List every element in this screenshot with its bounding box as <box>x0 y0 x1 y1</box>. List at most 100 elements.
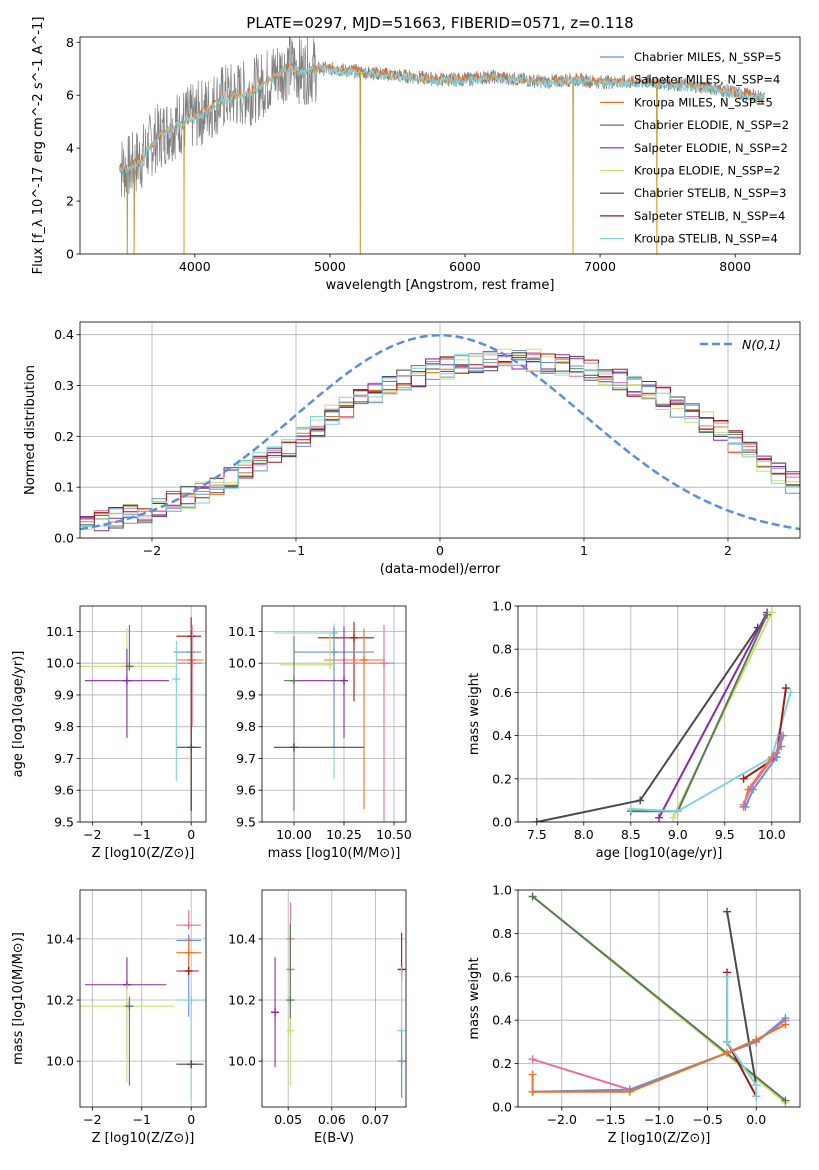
age-vs-Z-marker <box>188 659 197 668</box>
weight-vs-age-line <box>743 687 787 780</box>
weight-vs-age-line <box>630 692 792 813</box>
weight-vs-age-ytick-label: 0.2 <box>492 771 512 786</box>
weight-vs-age-marker <box>739 774 748 783</box>
spectrum-ytick-label: 0 <box>66 247 74 262</box>
age-vs-mass-xlabel: mass [log10(M/M⊙)] <box>268 846 401 861</box>
weight-vs-age-xtick-label: 9.5 <box>715 827 735 842</box>
weight-vs-Z-marker <box>625 1087 634 1096</box>
age-vs-Z-xtick-label: −1 <box>133 827 151 842</box>
age-vs-mass-xtick-label: 10.25 <box>326 827 362 842</box>
spectrum-ytick-label: 8 <box>66 35 74 50</box>
mass-vs-ebv-xlabel: E(B-V) <box>314 1131 354 1146</box>
spectrum-legend-label: Kroupa ELODIE, N_SSP=2 <box>634 164 780 178</box>
residuals-xtick-label: 0 <box>436 543 444 558</box>
mass-vs-ebv-xtick-label: 0.06 <box>318 1112 346 1127</box>
age-vs-mass-ytick-label: 9.5 <box>236 815 256 830</box>
spectrum-title: PLATE=0297, MJD=51663, FIBERID=0571, z=0… <box>246 14 633 32</box>
weight-vs-age-xtick-label: 10.0 <box>758 827 786 842</box>
weight-vs-Z-ytick-label: 0.8 <box>492 926 512 941</box>
age-vs-mass-frame <box>261 605 407 823</box>
spectrum-ylabel: Flux [f_λ 10^-17 erg cm^-2 s^-1 A^-1] <box>31 17 46 275</box>
spectrum-xtick-label: 7000 <box>584 259 616 274</box>
residuals-xtick-label: −2 <box>143 543 161 558</box>
residuals-ytick-label: 0.4 <box>54 327 74 342</box>
age-vs-mass-ytick-label: 9.7 <box>236 751 256 766</box>
age-vs-Z-points <box>80 617 204 822</box>
age-vs-Z-xlabel: Z [log10(Z/Z⊙)] <box>92 846 195 861</box>
residuals-histogram <box>80 348 800 530</box>
age-vs-Z-marker <box>187 743 196 752</box>
mass-vs-Z-xtick-label: −1 <box>133 1112 151 1127</box>
age-vs-Z-ytick-label: 9.8 <box>54 719 74 734</box>
residuals-steps <box>80 333 800 532</box>
age-vs-Z-axes <box>76 606 206 826</box>
residuals-xtick-label: 1 <box>580 543 588 558</box>
weight-vs-age-line <box>742 735 783 806</box>
mass-vs-ebv-xtick-label: 0.05 <box>274 1112 302 1127</box>
weight-vs-age-marker <box>673 807 682 816</box>
age-vs-mass-marker <box>290 676 298 685</box>
age-vs-Z-ytick-label: 10.0 <box>46 656 74 671</box>
age-vs-Z-ytick-label: 10.1 <box>46 624 74 639</box>
residuals-xtick-label: 2 <box>724 543 732 558</box>
mass-vs-ebv-frame <box>261 889 407 1108</box>
age-vs-Z-xtick-label: 0 <box>187 827 195 842</box>
mass-vs-Z-marker <box>184 921 193 930</box>
mass-vs-Z-xtick-label: −2 <box>83 1112 101 1127</box>
weight-vs-age-ytick-label: 0.8 <box>492 642 512 657</box>
spectrum-legend-label: Salpeter MILES, N_SSP=4 <box>634 73 780 87</box>
mass-vs-ebv-marker <box>286 1026 295 1035</box>
weight-vs-age-line <box>658 612 768 819</box>
spectrum-ytick-label: 2 <box>66 194 74 209</box>
mass-vs-ebv-marker <box>286 996 295 1005</box>
spectrum-xtick-label: 8000 <box>719 259 751 274</box>
residuals-legend-label: N(0,1) <box>742 337 781 352</box>
age-vs-mass-xtick-label: 10.00 <box>276 827 312 842</box>
weight-vs-age-marker <box>636 796 645 805</box>
weight-vs-Z-marker <box>752 1035 761 1044</box>
weight-vs-Z-marker <box>781 1020 790 1029</box>
age-vs-mass-xtick-label: 10.50 <box>376 827 412 842</box>
residuals-histogram <box>80 353 800 520</box>
residuals-frame <box>79 321 801 539</box>
age-vs-mass-marker <box>290 743 298 752</box>
spectrum-xtick-label: 6000 <box>449 259 481 274</box>
weight-vs-Z-ytick-label: 0.6 <box>492 969 512 984</box>
weight-vs-age-axes <box>514 605 800 826</box>
residuals-ylabel: Normed distribution <box>23 365 38 495</box>
weight-vs-age-marker <box>779 731 788 740</box>
mass-vs-Z-marker <box>184 948 193 957</box>
mass-vs-Z-xlabel: Z [log10(Z/Z⊙)] <box>92 1131 195 1146</box>
weight-vs-age-series <box>532 608 795 822</box>
mass-vs-Z-marker <box>125 1002 134 1011</box>
weight-vs-Z-marker <box>528 892 537 901</box>
age-vs-mass-ytick-label: 9.8 <box>236 719 256 734</box>
mass-vs-Z-marker <box>187 996 196 1005</box>
residuals-ytick-label: 0.2 <box>54 429 74 444</box>
weight-vs-Z-marker <box>723 907 732 916</box>
weight-vs-Z-xtick-label: −2.0 <box>547 1112 577 1127</box>
weight-vs-age-ytick-label: 0.6 <box>492 685 512 700</box>
weight-vs-age-marker <box>749 785 757 794</box>
weight-vs-age-marker <box>655 813 663 822</box>
weight-vs-Z-marker <box>752 1092 761 1101</box>
mass-vs-ebv-ytick-label: 10.0 <box>228 1054 256 1069</box>
spectrum-ytick-label: 4 <box>66 141 74 156</box>
mass-vs-ebv-xtick-label: 0.07 <box>362 1112 390 1127</box>
mass-vs-Z-marker <box>187 1060 196 1069</box>
age-vs-Z-marker <box>125 662 134 671</box>
age-vs-Z-xtick-label: −2 <box>83 827 101 842</box>
age-vs-mass-marker <box>380 659 388 668</box>
weight-vs-Z-ytick-label: 0.2 <box>492 1056 512 1071</box>
spectrum-legend-label: Salpeter STELIB, N_SSP=4 <box>634 209 785 223</box>
spectrum-legend-label: Chabrier STELIB, N_SSP=3 <box>634 186 786 200</box>
weight-vs-age-marker <box>781 684 790 693</box>
mass-vs-ebv-ytick-label: 10.4 <box>228 931 256 946</box>
weight-vs-Z-xtick-label: 0.0 <box>746 1112 766 1127</box>
weight-vs-Z-xtick-label: −0.5 <box>692 1112 722 1127</box>
age-vs-mass-marker <box>326 660 334 669</box>
age-vs-mass-marker <box>330 648 338 657</box>
spectrum-legend-label: Chabrier MILES, N_SSP=5 <box>634 50 781 64</box>
mass-vs-Z-frame <box>79 889 207 1108</box>
weight-vs-Z-marker <box>723 1037 732 1046</box>
